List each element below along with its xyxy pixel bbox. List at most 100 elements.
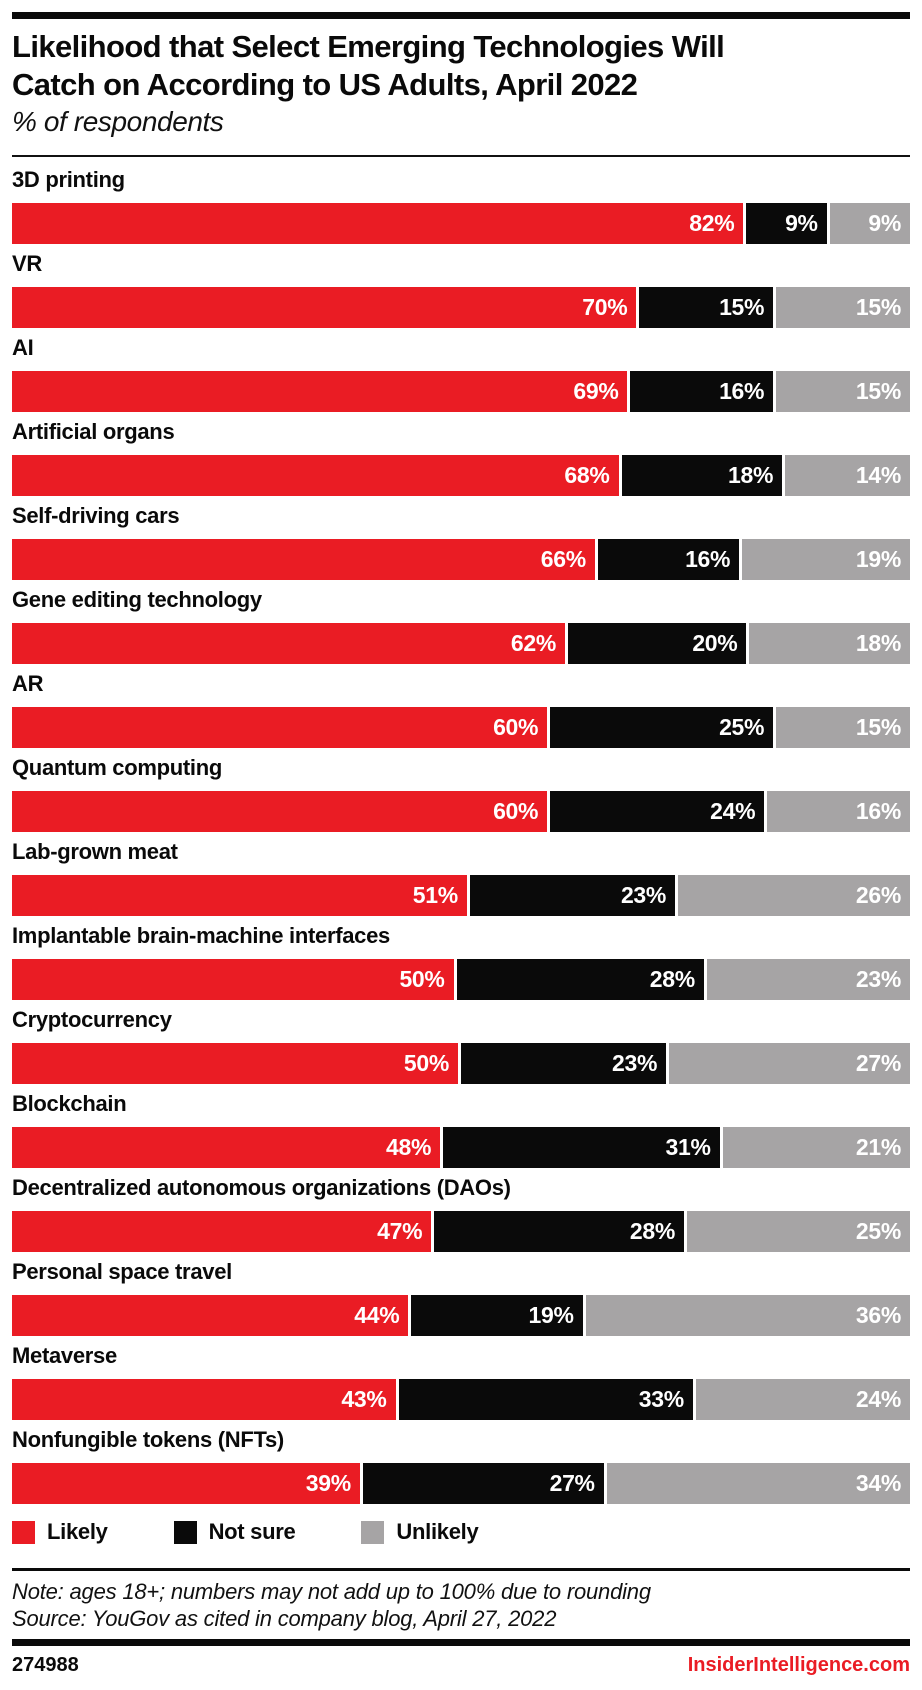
stacked-bar: 43% 33% 24% <box>12 1379 910 1420</box>
legend-label: Unlikely <box>396 1519 479 1544</box>
bar-value-label: 16% <box>685 546 731 572</box>
chart-row: Decentralized autonomous organizations (… <box>12 1174 910 1252</box>
chart-id: 274988 <box>12 1654 79 1676</box>
stacked-bar: 62% 20% 18% <box>12 623 911 664</box>
category-label: AI <box>12 335 34 360</box>
bar-segment-unlikely: 16% <box>767 791 910 832</box>
stacked-bar: 68% 18% 14% <box>12 455 910 496</box>
stacked-bar-chart: 3D printing 82% 9% 9% VR 70% 15% 15% AI 69% 16% 15%… <box>12 166 911 1504</box>
bar-segment-unlikely: 23% <box>706 959 910 1000</box>
bar-value-label: 27% <box>549 1470 595 1496</box>
bar-value-label: 25% <box>719 714 765 740</box>
chart-row: VR 70% 15% 15% <box>12 250 910 328</box>
bar-segment-likely: 43% <box>12 1379 396 1420</box>
site-link[interactable]: InsiderIntelligence.com <box>687 1654 910 1676</box>
bar-value-label: 15% <box>855 714 901 740</box>
bar-segment-likely: 50% <box>12 959 454 1000</box>
bar-value-label: 16% <box>719 378 765 404</box>
bar-value-label: 70% <box>582 294 628 320</box>
bar-value-label: 25% <box>855 1218 901 1244</box>
bar-segment-not-sure: 28% <box>456 959 704 1000</box>
bar-value-label: 60% <box>493 714 539 740</box>
chart-row: AI 69% 16% 15% <box>12 334 910 412</box>
bar-segment-likely: 68% <box>12 455 619 496</box>
stacked-bar: 69% 16% 15% <box>12 371 910 412</box>
bar-value-label: 19% <box>528 1302 574 1328</box>
bar-value-label: 19% <box>855 546 901 572</box>
bar-segment-likely: 82% <box>12 203 744 244</box>
bar-value-label: 36% <box>855 1302 901 1328</box>
legend-swatch <box>361 1520 385 1544</box>
bar-segment-not-sure: 28% <box>434 1211 684 1252</box>
category-label: Quantum computing <box>12 755 222 780</box>
bar-segment-unlikely: 15% <box>776 287 910 328</box>
bar-value-label: 18% <box>727 462 774 488</box>
stacked-bar: 51% 23% 26% <box>12 875 910 916</box>
bar-value-label: 15% <box>719 294 765 320</box>
stacked-bar: 39% 27% 34% <box>12 1463 910 1504</box>
bar-value-label: 62% <box>510 630 557 656</box>
category-label: Nonfungible tokens (NFTs) <box>12 1427 284 1452</box>
bar-segment-unlikely: 9% <box>829 203 910 244</box>
stacked-bar: 66% 16% 19% <box>12 539 910 580</box>
chart-row: Personal space travel 44% 19% 36% <box>12 1258 910 1336</box>
bar-value-label: 23% <box>620 882 667 908</box>
bar-segment-unlikely: 15% <box>776 371 910 412</box>
bar-value-label: 68% <box>564 462 610 488</box>
bar-value-label: 33% <box>638 1386 684 1412</box>
chart-row: Nonfungible tokens (NFTs) 39% 27% 34% <box>12 1426 910 1504</box>
bar-value-label: 21% <box>855 1134 901 1160</box>
bar-value-label: 48% <box>386 1134 432 1160</box>
bar-value-label: 24% <box>710 798 756 824</box>
category-label: Gene editing technology <box>12 587 262 612</box>
bar-segment-likely: 69% <box>12 371 628 412</box>
bar-segment-not-sure: 23% <box>469 875 676 916</box>
bar-segment-unlikely: 27% <box>669 1043 910 1084</box>
stacked-bar: 60% 25% 15% <box>12 707 910 748</box>
category-label: 3D printing <box>12 167 125 192</box>
bar-value-label: 26% <box>855 882 901 908</box>
bar-value-label: 69% <box>573 378 619 404</box>
bar-value-label: 50% <box>403 1050 449 1076</box>
bar-segment-not-sure: 31% <box>443 1127 720 1168</box>
bar-segment-unlikely: 24% <box>695 1379 910 1420</box>
source-text: Source: YouGov as cited in company blog,… <box>12 1606 557 1631</box>
category-label: Personal space travel <box>12 1259 232 1284</box>
chart-row: Cryptocurrency 50% 23% 27% <box>12 1006 910 1084</box>
legend-label: Likely <box>47 1519 108 1544</box>
bar-segment-likely: 70% <box>12 287 637 328</box>
bar-value-label: 39% <box>305 1470 351 1496</box>
chart-row: Self-driving cars 66% 16% 19% <box>12 502 910 580</box>
stacked-bar: 48% 31% 21% <box>12 1127 910 1168</box>
stacked-bar: 82% 9% 9% <box>12 203 910 244</box>
bar-value-label: 51% <box>412 882 458 908</box>
bar-value-label: 31% <box>665 1134 711 1160</box>
bar-value-label: 14% <box>855 462 901 488</box>
bar-segment-not-sure: 16% <box>630 371 774 412</box>
bar-value-label: 9% <box>868 210 901 236</box>
bar-value-label: 82% <box>689 210 735 236</box>
footnote-block: Note: ages 18+; numbers may not add up t… <box>12 1578 910 1632</box>
bar-value-label: 44% <box>354 1302 400 1328</box>
bar-segment-not-sure: 16% <box>597 539 740 580</box>
bar-value-label: 9% <box>785 210 818 236</box>
chart-row: Blockchain 48% 31% 21% <box>12 1090 910 1168</box>
bar-segment-not-sure: 27% <box>362 1463 604 1504</box>
bar-value-label: 15% <box>855 294 901 320</box>
bar-segment-unlikely: 15% <box>776 707 910 748</box>
header-divider <box>12 155 910 157</box>
category-label: Self-driving cars <box>12 503 180 528</box>
legend-swatch <box>12 1520 35 1544</box>
footnote-divider <box>12 1568 910 1571</box>
chart-page: Likelihood that Select Emerging Technolo… <box>12 12 911 1677</box>
bar-segment-likely: 50% <box>12 1043 458 1084</box>
category-label: AR <box>12 671 44 696</box>
chart-row: Gene editing technology 62% 20% 18% <box>12 586 911 664</box>
bar-segment-unlikely: 19% <box>742 539 910 580</box>
bar-segment-not-sure: 18% <box>621 455 783 496</box>
bar-value-label: 28% <box>629 1218 675 1244</box>
legend-item-likely: Likely <box>12 1519 108 1545</box>
category-label: Decentralized autonomous organizations (… <box>12 1175 511 1200</box>
bar-value-label: 47% <box>377 1218 423 1244</box>
bar-segment-not-sure: 19% <box>411 1295 583 1336</box>
